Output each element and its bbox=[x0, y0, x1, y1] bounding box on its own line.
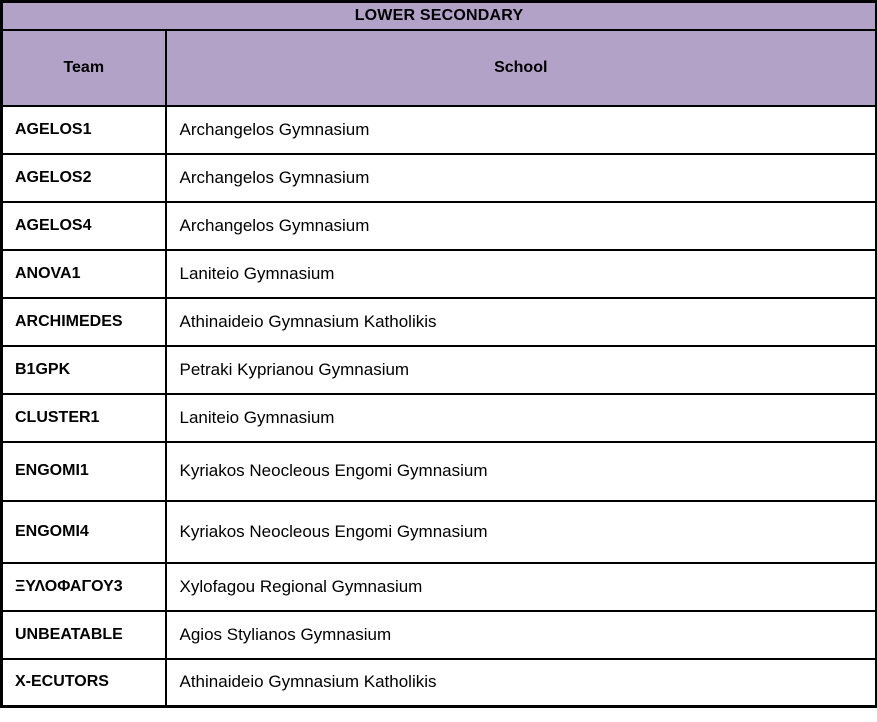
team-cell: ANOVA1 bbox=[0, 248, 167, 299]
table-title-row: LOWER SECONDARY bbox=[0, 0, 877, 31]
table-row: AGELOS1 Archangelos Gymnasium bbox=[0, 104, 877, 155]
school-cell: Xylofagou Regional Gymnasium bbox=[164, 561, 877, 612]
table-row: CLUSTER1 Laniteio Gymnasium bbox=[0, 392, 877, 443]
team-cell: AGELOS1 bbox=[0, 104, 167, 155]
school-cell: Archangelos Gymnasium bbox=[164, 104, 877, 155]
table-row: ARCHIMEDES Athinaideio Gymnasium Katholi… bbox=[0, 296, 877, 347]
school-cell: Kyriakos Neocleous Engomi Gymnasium bbox=[164, 440, 877, 502]
table-row: ENGOMI1 Kyriakos Neocleous Engomi Gymnas… bbox=[0, 440, 877, 502]
school-cell: Athinaideio Gymnasium Katholikis bbox=[164, 657, 877, 708]
school-cell: Athinaideio Gymnasium Katholikis bbox=[164, 296, 877, 347]
table-row: UNBEATABLE Agios Stylianos Gymnasium bbox=[0, 609, 877, 660]
team-cell: UNBEATABLE bbox=[0, 609, 167, 660]
team-cell: ENGOMI1 bbox=[0, 440, 167, 502]
school-cell: Archangelos Gymnasium bbox=[164, 152, 877, 203]
table-row: ANOVA1 Laniteio Gymnasium bbox=[0, 248, 877, 299]
team-cell: AGELOS2 bbox=[0, 152, 167, 203]
team-cell: ARCHIMEDES bbox=[0, 296, 167, 347]
team-cell: AGELOS4 bbox=[0, 200, 167, 251]
table-row: AGELOS2 Archangelos Gymnasium bbox=[0, 152, 877, 203]
column-header-team: Team bbox=[0, 28, 167, 107]
column-header-school: School bbox=[164, 28, 877, 107]
team-cell: X-ECUTORS bbox=[0, 657, 167, 708]
school-cell: Laniteio Gymnasium bbox=[164, 392, 877, 443]
team-cell: ΞΥΛΟΦΑΓΟΥ3 bbox=[0, 561, 167, 612]
team-cell: B1GPK bbox=[0, 344, 167, 395]
school-cell: Petraki Kyprianou Gymnasium bbox=[164, 344, 877, 395]
table-header-row: Team School bbox=[0, 28, 877, 107]
team-cell: CLUSTER1 bbox=[0, 392, 167, 443]
school-cell: Laniteio Gymnasium bbox=[164, 248, 877, 299]
table-row: AGELOS4 Archangelos Gymnasium bbox=[0, 200, 877, 251]
school-cell: Archangelos Gymnasium bbox=[164, 200, 877, 251]
table-row: ΞΥΛΟΦΑΓΟΥ3 Xylofagou Regional Gymnasium bbox=[0, 561, 877, 612]
table-row: X-ECUTORS Athinaideio Gymnasium Katholik… bbox=[0, 657, 877, 708]
school-cell: Kyriakos Neocleous Engomi Gymnasium bbox=[164, 499, 877, 564]
school-cell: Agios Stylianos Gymnasium bbox=[164, 609, 877, 660]
table-row: B1GPK Petraki Kyprianou Gymnasium bbox=[0, 344, 877, 395]
table-title: LOWER SECONDARY bbox=[0, 0, 877, 31]
table-body: AGELOS1 Archangelos Gymnasium AGELOS2 Ar… bbox=[0, 104, 877, 708]
table-row: ENGOMI4 Kyriakos Neocleous Engomi Gymnas… bbox=[0, 499, 877, 564]
team-cell: ENGOMI4 bbox=[0, 499, 167, 564]
